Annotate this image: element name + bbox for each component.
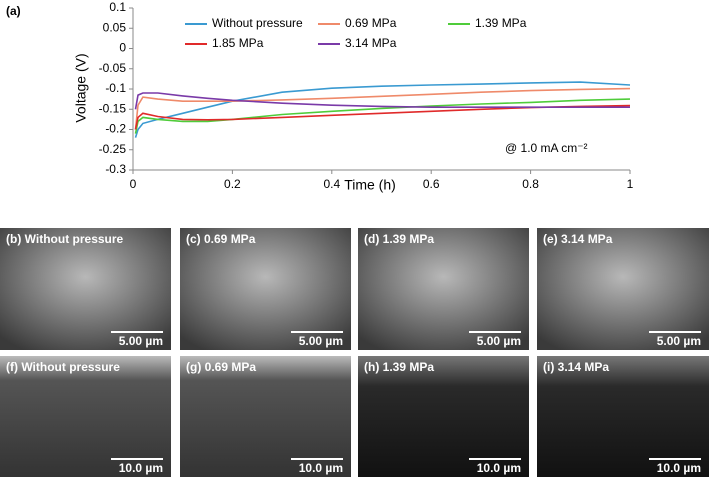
sem-image: [358, 356, 529, 477]
y-tick-label: -0.25: [99, 142, 127, 156]
sem-label: (d) 1.39 MPa: [364, 232, 434, 246]
x-tick-label: 1: [627, 177, 634, 191]
sem-image: [180, 356, 351, 477]
scale-label: 10.0 µm: [299, 461, 343, 475]
scale-label: 5.00 µm: [299, 334, 343, 348]
sem-image: [0, 228, 171, 350]
legend-label: Without pressure: [212, 16, 303, 30]
series-line: [134, 104, 631, 130]
sem-label: (c) 0.69 MPa: [186, 232, 256, 246]
scale-label: 5.00 µm: [477, 334, 521, 348]
scale-label: 5.00 µm: [119, 334, 163, 348]
sem-image: [537, 356, 709, 477]
y-tick-label: -0.15: [99, 101, 127, 115]
panel-label: (a): [6, 4, 21, 18]
y-axis-label: Voltage (V): [73, 53, 89, 122]
scale-label: 10.0 µm: [119, 461, 163, 475]
scale-label: 10.0 µm: [657, 461, 701, 475]
sem-label: (e) 3.14 MPa: [543, 232, 613, 246]
scale-label: 10.0 µm: [477, 461, 521, 475]
x-tick-label: 0.2: [224, 177, 241, 191]
x-tick-label: 0: [130, 177, 137, 191]
series-line: [134, 87, 631, 130]
y-tick-label: -0.1: [105, 81, 126, 95]
sem-image: [0, 356, 171, 477]
scale-label: 5.00 µm: [657, 334, 701, 348]
sem-label: (g) 0.69 MPa: [186, 360, 256, 374]
y-tick-label: 0.05: [103, 20, 127, 34]
y-tick-label: 0: [119, 41, 126, 55]
legend-label: 3.14 MPa: [345, 36, 397, 50]
x-tick-label: 0.4: [323, 177, 340, 191]
sem-image: [180, 228, 351, 350]
x-tick-label: 0.6: [423, 177, 440, 191]
series-line: [134, 81, 631, 138]
sem-image: [537, 228, 709, 350]
sem-label: (b) Without pressure: [6, 232, 124, 246]
series-line: [134, 98, 631, 134]
y-tick-label: 0.1: [109, 0, 126, 14]
annotation: @ 1.0 mA cm⁻²: [505, 141, 588, 155]
sem-label: (i) 3.14 MPa: [543, 360, 609, 374]
x-tick-label: 0.8: [522, 177, 539, 191]
legend-label: 1.85 MPa: [212, 36, 264, 50]
sem-image: [358, 228, 529, 350]
y-tick-label: -0.05: [99, 61, 127, 75]
y-tick-label: -0.3: [105, 162, 126, 176]
series-line: [134, 92, 630, 110]
legend-label: 1.39 MPa: [475, 16, 527, 30]
y-tick-label: -0.2: [105, 122, 126, 136]
sem-label: (h) 1.39 MPa: [364, 360, 434, 374]
sem-label: (f) Without pressure: [6, 360, 120, 374]
legend-label: 0.69 MPa: [345, 16, 397, 30]
x-axis-label: Time (h): [344, 177, 396, 193]
